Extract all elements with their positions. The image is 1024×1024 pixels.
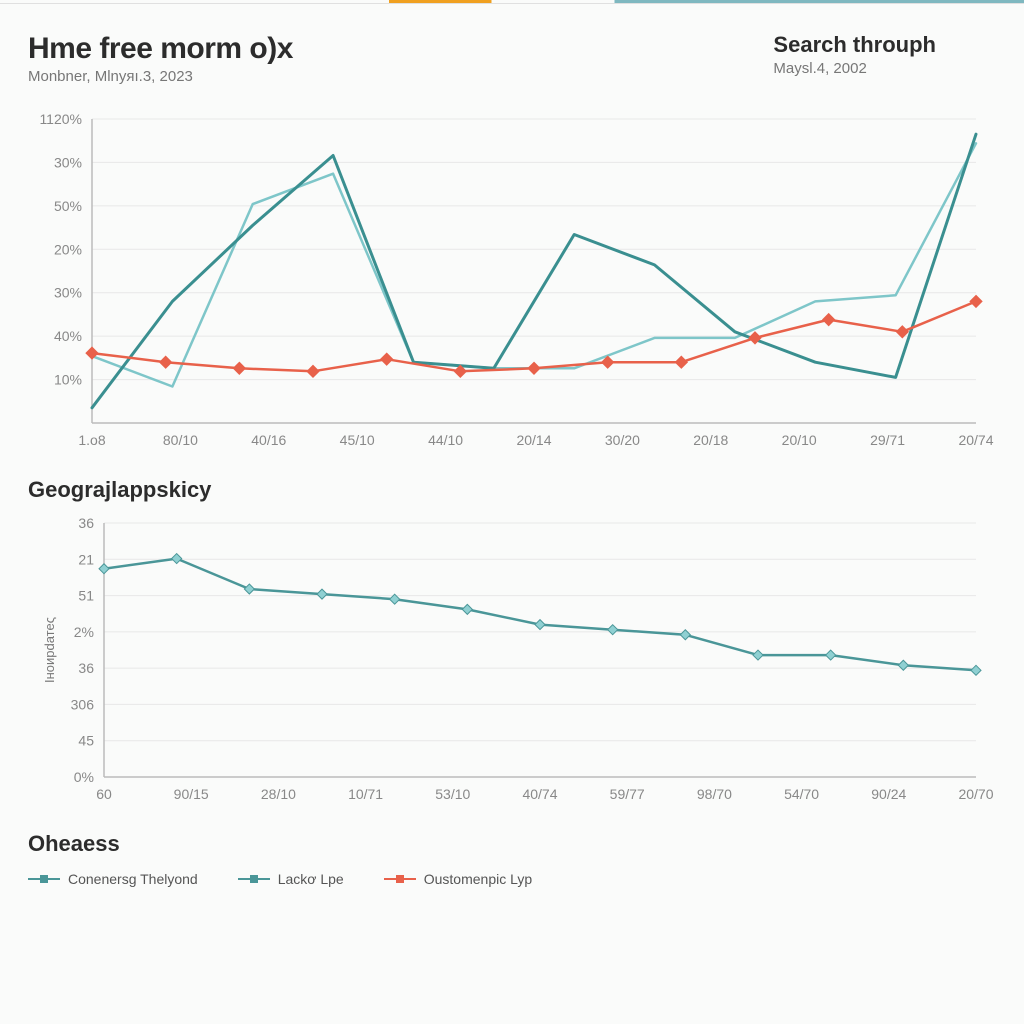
chart-1-svg: 1120% 30% 50% 20% 30% 40% 10% 1.o8 80/10 40/16 45/… bbox=[28, 109, 996, 459]
svg-text:1120%: 1120% bbox=[39, 111, 82, 127]
svg-text:60: 60 bbox=[96, 786, 112, 802]
svg-text:30%: 30% bbox=[54, 285, 82, 301]
legend-item: Lackơ Lpe bbox=[238, 871, 344, 887]
svg-text:Іноирdатеς: Іноирdатеς bbox=[42, 617, 57, 683]
svg-text:40/16: 40/16 bbox=[251, 432, 286, 448]
svg-text:90/15: 90/15 bbox=[174, 786, 209, 802]
legend-label: Lackơ Lpe bbox=[278, 871, 344, 887]
svg-text:20/10: 20/10 bbox=[782, 432, 817, 448]
svg-text:20/14: 20/14 bbox=[516, 432, 551, 448]
svg-text:36: 36 bbox=[78, 515, 94, 531]
svg-text:80/10: 80/10 bbox=[163, 432, 198, 448]
header-left: Hme free morm o)x Monbner, Mlnyяı.3, 202… bbox=[28, 32, 293, 85]
page-title: Hme free morm o)x bbox=[28, 32, 293, 66]
svg-text:30/20: 30/20 bbox=[605, 432, 640, 448]
svg-text:20/70: 20/70 bbox=[958, 786, 993, 802]
svg-text:20/74: 20/74 bbox=[958, 432, 993, 448]
svg-text:53/10: 53/10 bbox=[435, 786, 470, 802]
header-right: Search throuph Maysl.4, 2002 bbox=[773, 32, 996, 85]
chart-2-container: 36 21 51 2% 36 306 45 0%60 90/15 28/10 10/71 53/10 4… bbox=[28, 513, 996, 813]
chart-2-svg: 36 21 51 2% 36 306 45 0%60 90/15 28/10 10/71 53/10 4… bbox=[28, 513, 996, 813]
svg-text:36: 36 bbox=[78, 660, 94, 676]
svg-text:44/10: 44/10 bbox=[428, 432, 463, 448]
svg-text:30%: 30% bbox=[54, 154, 82, 170]
legend-row: Conenersg Thelyond Lackơ Lpe Oustomenpic L… bbox=[28, 871, 996, 887]
svg-text:98/70: 98/70 bbox=[697, 786, 732, 802]
chart-1-container: 1120% 30% 50% 20% 30% 40% 10% 1.o8 80/10 40/16 45/… bbox=[28, 109, 996, 459]
dashboard-page: Hme free morm o)x Monbner, Mlnyяı.3, 202… bbox=[0, 4, 1024, 897]
svg-text:54/70: 54/70 bbox=[784, 786, 819, 802]
svg-text:2%: 2% bbox=[74, 624, 94, 640]
svg-text:29/71: 29/71 bbox=[870, 432, 905, 448]
secondary-title: Search throuph bbox=[773, 32, 936, 58]
section-3-title: Oheaess bbox=[28, 831, 996, 857]
svg-text:306: 306 bbox=[71, 696, 95, 712]
svg-text:40%: 40% bbox=[54, 328, 82, 344]
svg-text:10/71: 10/71 bbox=[348, 786, 383, 802]
chart-2-title: Geograjlappskicy bbox=[28, 477, 996, 503]
legend-label: Conenersg Thelyond bbox=[68, 871, 198, 887]
svg-text:0%: 0% bbox=[74, 769, 94, 785]
page-subtitle: Monbner, Mlnyяı.3, 2023 bbox=[28, 68, 293, 85]
svg-text:45: 45 bbox=[78, 733, 94, 749]
top-accent-bar bbox=[0, 0, 1024, 4]
legend-item: Conenersg Thelyond bbox=[28, 871, 198, 887]
svg-text:59/77: 59/77 bbox=[610, 786, 645, 802]
svg-text:45/10: 45/10 bbox=[340, 432, 375, 448]
svg-text:10%: 10% bbox=[54, 372, 82, 388]
legend-swatch bbox=[384, 874, 416, 884]
secondary-subtitle: Maysl.4, 2002 bbox=[773, 60, 936, 77]
svg-text:28/10: 28/10 bbox=[261, 786, 296, 802]
svg-text:20/18: 20/18 bbox=[693, 432, 728, 448]
legend-swatch bbox=[238, 874, 270, 884]
svg-text:50%: 50% bbox=[54, 198, 82, 214]
header-row: Hme free morm o)x Monbner, Mlnyяı.3, 202… bbox=[28, 32, 996, 85]
legend-item: Oustomenpic Lyp bbox=[384, 871, 532, 887]
svg-text:21: 21 bbox=[78, 551, 94, 567]
svg-text:1.o8: 1.o8 bbox=[78, 432, 105, 448]
svg-text:20%: 20% bbox=[54, 241, 82, 257]
svg-text:51: 51 bbox=[78, 588, 94, 604]
legend-swatch bbox=[28, 874, 60, 884]
svg-text:40/74: 40/74 bbox=[522, 786, 557, 802]
svg-text:90/24: 90/24 bbox=[871, 786, 906, 802]
legend-label: Oustomenpic Lyp bbox=[424, 871, 532, 887]
